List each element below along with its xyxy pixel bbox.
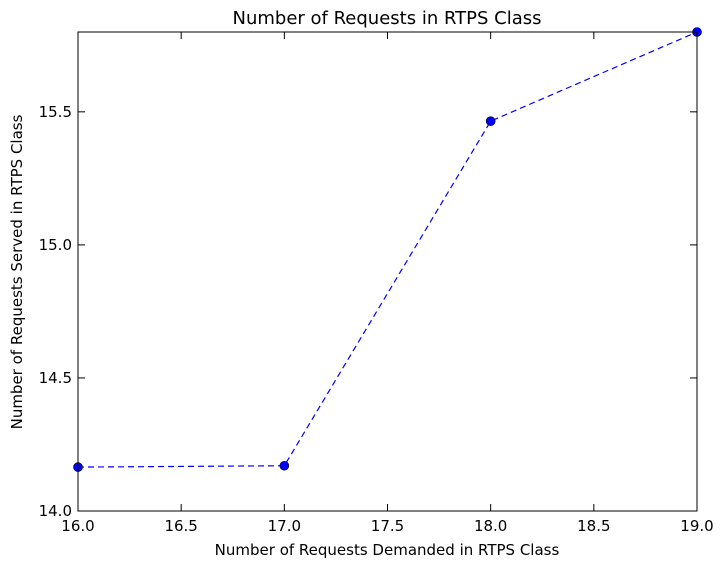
x-tick-label: 16.0 — [61, 517, 94, 535]
y-tick-label: 14.0 — [39, 502, 72, 520]
x-tick-label: 18.5 — [577, 517, 610, 535]
x-tick-label: 16.5 — [164, 517, 197, 535]
y-tick-label: 14.5 — [39, 369, 72, 387]
axes-frame — [77, 31, 698, 512]
y-tick-label: 15.5 — [39, 103, 72, 121]
x-tick-label: 19.0 — [680, 517, 713, 535]
chart-title: Number of Requests in RTPS Class — [233, 8, 542, 29]
plot-area — [73, 27, 702, 472]
series-line — [77, 31, 698, 468]
data-point — [279, 460, 290, 471]
x-axis-label: Number of Requests Demanded in RTPS Clas… — [215, 541, 560, 559]
y-axis-label: Number of Requests Served in RTPS Class — [8, 114, 26, 429]
data-point — [485, 116, 496, 126]
x-tick-label: 17.5 — [371, 517, 404, 535]
x-tick-label: 17.0 — [268, 517, 301, 535]
x-tick-label: 18.0 — [474, 517, 507, 535]
tick-layer: 16.0 16.5 17.0 17.5 18.0 18.5 19.0 14.0 14.5 15.0… — [39, 32, 714, 535]
y-tick-label: 15.0 — [39, 236, 72, 254]
